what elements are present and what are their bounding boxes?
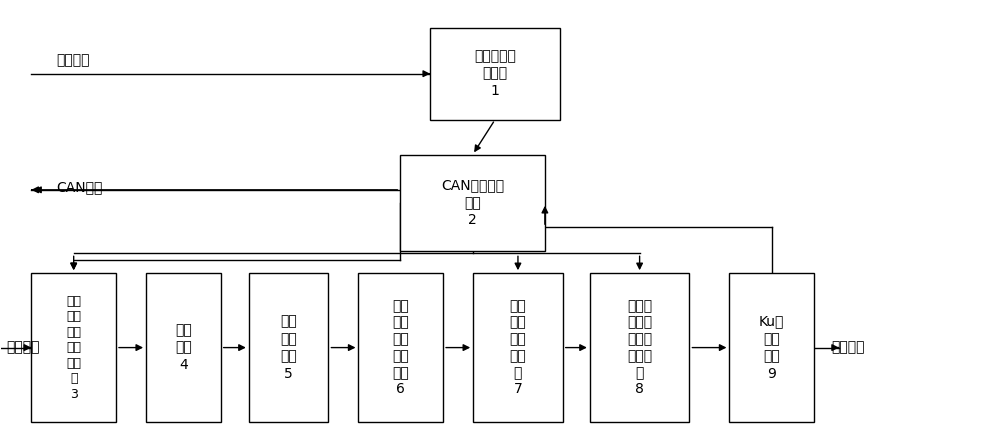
Text: Ku上
变频
模块
9: Ku上 变频 模块 9: [759, 314, 784, 381]
Bar: [358, 273, 443, 422]
Bar: [590, 273, 689, 422]
Text: 分组
编码
模块
5: 分组 编码 模块 5: [280, 314, 297, 381]
Text: 业务
数据
接收
及拆
分模
块
3: 业务 数据 接收 及拆 分模 块 3: [66, 295, 81, 400]
Bar: [400, 155, 545, 251]
Text: 输出频
点控制
及数字
调制模
块
8: 输出频 点控制 及数字 调制模 块 8: [627, 299, 652, 396]
Text: CAN遥控遥测
模块
2: CAN遥控遥测 模块 2: [441, 179, 504, 227]
Text: 添加
独特
字及
组帧
模块
6: 添加 独特 字及 组帧 模块 6: [392, 299, 409, 396]
Text: 模拟信号: 模拟信号: [56, 53, 90, 67]
Bar: [146, 273, 221, 422]
Bar: [249, 273, 328, 422]
Text: 模拟信号采
集模块
1: 模拟信号采 集模块 1: [474, 49, 516, 98]
Bar: [473, 273, 563, 422]
Text: 基带信号: 基带信号: [6, 340, 40, 355]
Text: 加扰
模块
4: 加扰 模块 4: [175, 323, 192, 372]
Text: CAN信号: CAN信号: [56, 181, 103, 194]
Bar: [430, 28, 560, 120]
Bar: [729, 273, 814, 422]
Text: 成形
及内
插滤
波模
块
7: 成形 及内 插滤 波模 块 7: [510, 299, 526, 396]
Text: 射频信号: 射频信号: [831, 340, 865, 355]
Bar: [31, 273, 116, 422]
